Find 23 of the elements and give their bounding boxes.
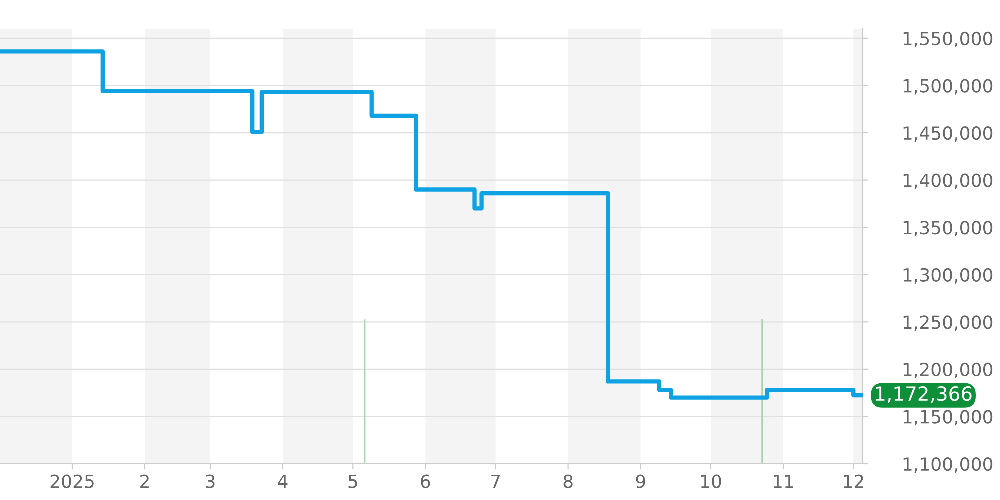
annotation: 1,172,366 xyxy=(876,386,972,404)
y-tick-label: 1,300,000 xyxy=(904,268,993,284)
y-tick-label: 1,250,000 xyxy=(904,316,993,332)
y-tick-label: 1,150,000 xyxy=(904,410,993,426)
x-tick-label: 4 xyxy=(278,474,288,488)
y-tick-label: 1,200,000 xyxy=(904,362,993,378)
x-tick-label: 5 xyxy=(348,474,358,488)
y-tick-label: 1,100,000 xyxy=(904,457,993,473)
y-tick-label: 1,400,000 xyxy=(904,174,993,190)
y-tick-label: 1,550,000 xyxy=(904,32,993,48)
x-tick-label: 11 xyxy=(774,474,794,488)
x-tick-label: 10 xyxy=(701,474,722,488)
y-tick-label: 1,500,000 xyxy=(904,79,993,95)
y-tick-label: 1,350,000 xyxy=(904,221,993,237)
x-tick-label: 2025 xyxy=(50,474,94,488)
x-tick-label: 7 xyxy=(492,474,500,488)
x-tick-label: 12 xyxy=(844,474,864,488)
y-tick-label: 1,450,000 xyxy=(904,126,993,142)
x-tick-label: 2 xyxy=(140,474,149,488)
x-tick-label: 9 xyxy=(636,474,646,488)
x-tick-label: 6 xyxy=(421,474,430,488)
x-tick-label: 8 xyxy=(564,474,573,488)
x-tick-label: 3 xyxy=(206,474,215,488)
